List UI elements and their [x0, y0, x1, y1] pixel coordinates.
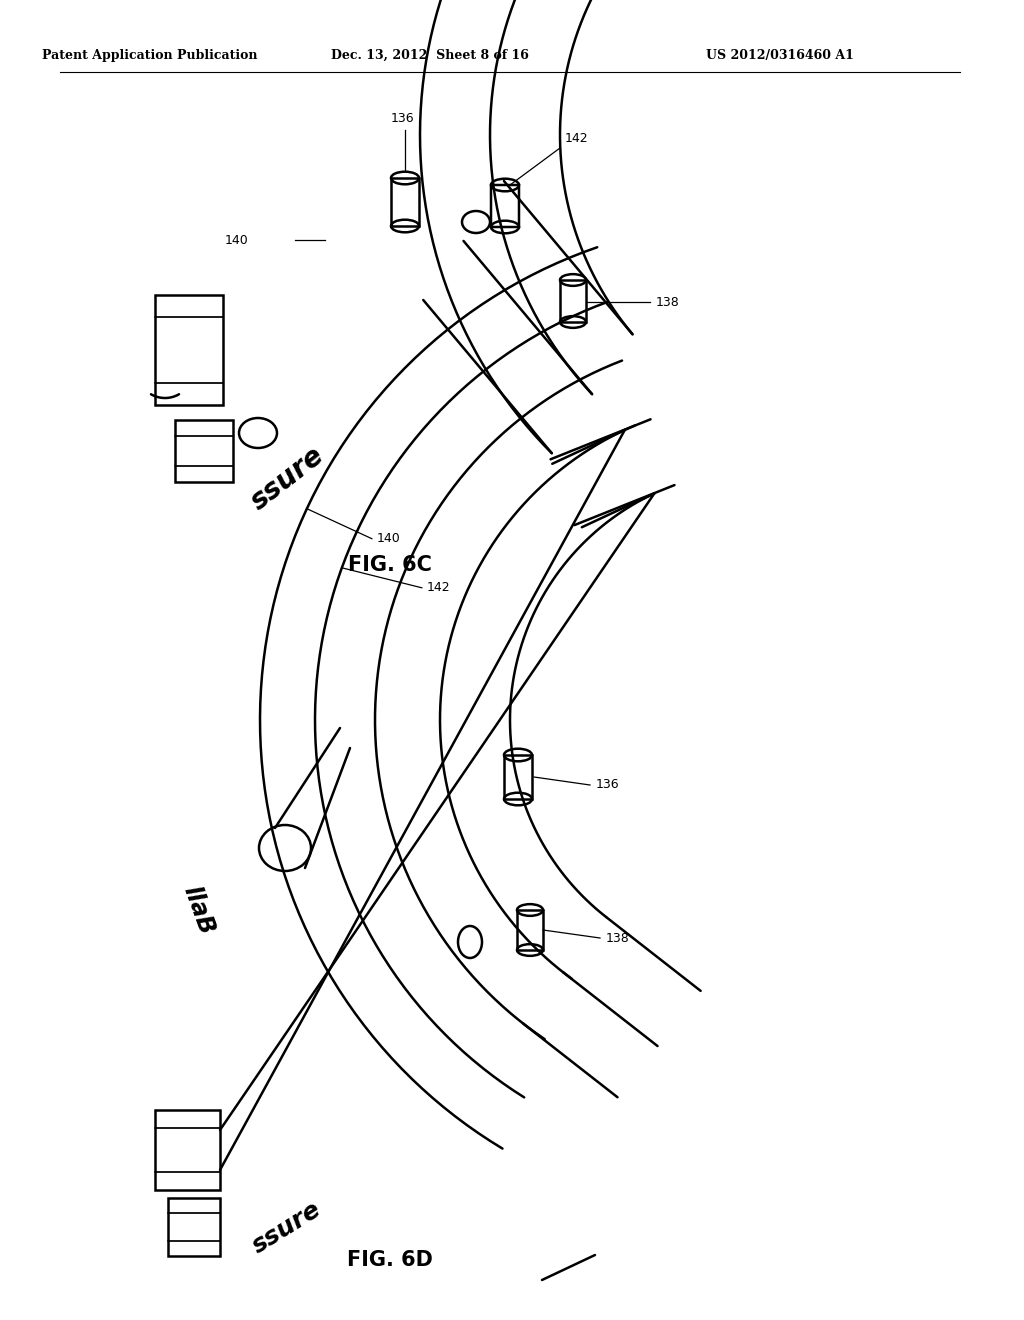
Text: llaB: llaB	[178, 882, 218, 937]
Text: FIG. 6D: FIG. 6D	[347, 1250, 433, 1270]
Text: ssure: ssure	[248, 1197, 326, 1258]
Text: Dec. 13, 2012  Sheet 8 of 16: Dec. 13, 2012 Sheet 8 of 16	[331, 49, 529, 62]
Text: ssure: ssure	[245, 441, 330, 515]
Text: 140: 140	[377, 532, 400, 545]
Bar	[175, 420, 233, 482]
Text: FIG. 6C: FIG. 6C	[348, 554, 432, 576]
Text: 142: 142	[565, 132, 589, 145]
Bar	[155, 1110, 220, 1191]
Bar	[391, 178, 419, 226]
Bar	[155, 294, 223, 405]
Text: 136: 136	[390, 112, 414, 125]
Text: US 2012/0316460 A1: US 2012/0316460 A1	[707, 49, 854, 62]
Text: Patent Application Publication: Patent Application Publication	[42, 49, 258, 62]
Text: 136: 136	[596, 779, 620, 792]
Bar	[517, 909, 543, 950]
Bar	[168, 1199, 220, 1257]
Text: 138: 138	[656, 296, 680, 309]
Bar	[504, 755, 532, 799]
Bar	[560, 280, 586, 322]
Text: 140: 140	[224, 234, 248, 247]
Text: 142: 142	[427, 581, 451, 594]
Text: 138: 138	[606, 932, 630, 945]
